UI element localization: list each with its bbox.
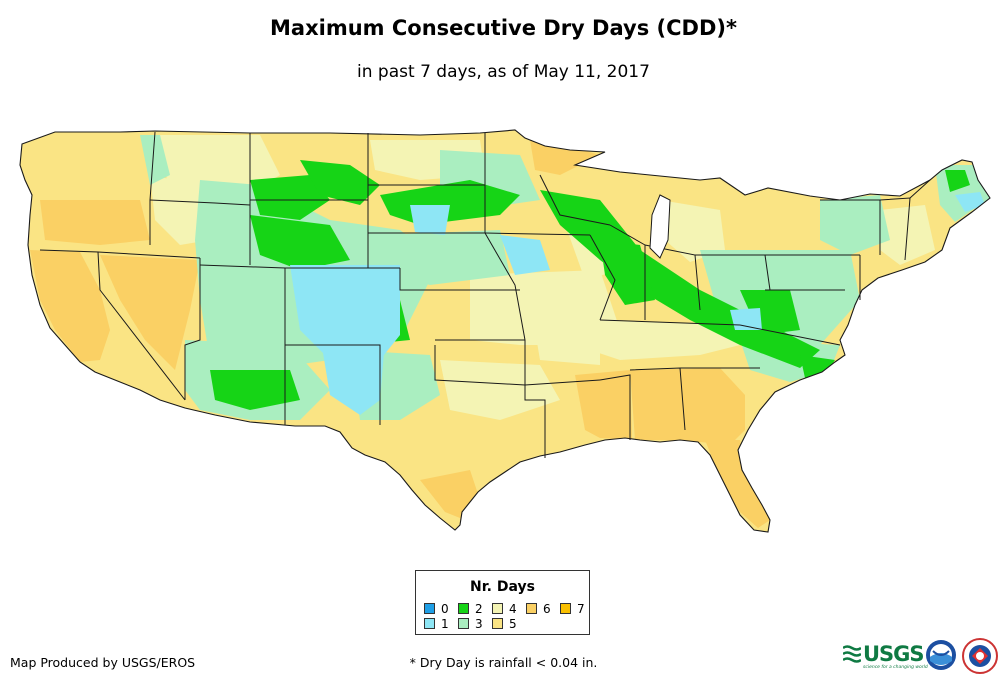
zone-3-nebraska (380, 230, 510, 285)
legend-swatch (424, 618, 435, 629)
usgs-tagline: science for a changing world (863, 665, 928, 670)
zone-6-california (30, 250, 110, 362)
legend-swatch (526, 603, 537, 614)
zone-3-wa (140, 135, 170, 185)
legend-swatch (458, 603, 469, 614)
usgs-logo-text: USGS (863, 642, 925, 666)
nws-logo-icon (962, 638, 998, 674)
zone-6-louisiana (575, 370, 632, 440)
legend-title: Nr. Days (470, 579, 535, 595)
zone-6-southeast (630, 368, 745, 445)
legend-label: 4 (509, 602, 517, 616)
zone-6-oregon (40, 200, 150, 245)
legend: Nr. Days 0 2 4 6 7 1 3 5 (415, 570, 590, 635)
zone-3-northeast (820, 195, 890, 255)
map-subtitle: in past 7 days, as of May 11, 2017 (357, 62, 650, 82)
state-borders (39, 131, 931, 458)
zone-6-nevada (100, 255, 200, 370)
legend-label: 3 (475, 617, 483, 631)
zone-2-wyoming (250, 175, 330, 220)
zone-1-maine (955, 192, 985, 212)
legend-label: 2 (475, 602, 483, 616)
usgs-logo: USGS science for a changing world (843, 640, 928, 672)
zone-4-michigan (660, 200, 725, 262)
legend-swatch (560, 603, 571, 614)
zone-2-montana-east (300, 160, 380, 205)
zone-2-maine (945, 170, 970, 192)
noaa-logo-icon (926, 640, 956, 670)
legend-swatch (492, 618, 503, 629)
map-title: Maximum Consecutive Dry Days (CDD)* (270, 16, 737, 40)
zone-4-ohio-valley (590, 320, 740, 360)
lake-michigan (649, 194, 671, 259)
zone-2-colorado (250, 215, 350, 270)
legend-swatch (492, 603, 503, 614)
credit-text: Map Produced by USGS/EROS (10, 655, 196, 670)
zone-6-minnesota (530, 140, 600, 175)
legend-swatch (458, 618, 469, 629)
zone-1-nm (320, 335, 385, 415)
legend-label: 6 (543, 602, 551, 616)
zone-2-illinois (600, 240, 655, 305)
legend-label: 0 (441, 602, 449, 616)
zone-4-arkansas (530, 300, 600, 365)
legend-label: 1 (441, 617, 449, 631)
legend-swatch (424, 603, 435, 614)
legend-label: 5 (509, 617, 517, 631)
zone-6-florida (705, 440, 770, 528)
zone-1-nebraska (410, 205, 450, 235)
usgs-wave-icon (843, 645, 861, 663)
cdd-zones (30, 135, 990, 528)
zone-1-iowa (500, 235, 550, 275)
footnote-text: * Dry Day is rainfall < 0.04 in. (409, 655, 598, 670)
zone-4-oklahoma (440, 360, 560, 420)
zone-4-idaho (150, 175, 210, 245)
zone-2-nm (210, 370, 300, 410)
legend-label: 7 (577, 602, 585, 616)
zone-1-colorado (290, 265, 400, 360)
